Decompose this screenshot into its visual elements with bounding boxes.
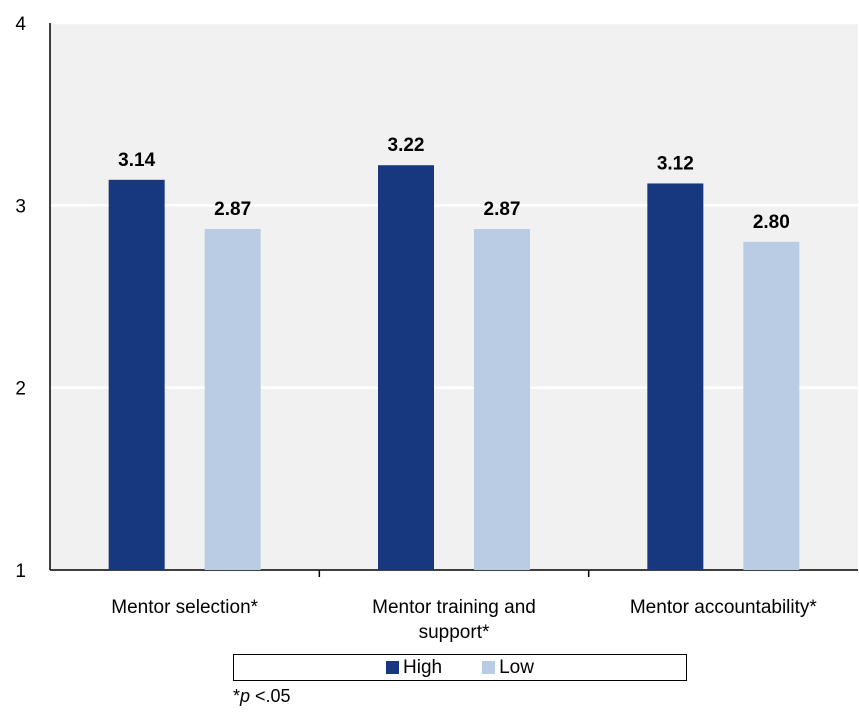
legend-item-high: High (386, 657, 442, 679)
y-tick-label: 3 (15, 196, 26, 217)
plot-area (50, 23, 858, 570)
data-label: 3.14 (118, 150, 155, 171)
bar-high (108, 179, 165, 570)
bar-high (647, 183, 704, 570)
category-label: Mentor accountability* (630, 597, 818, 618)
category-label: support* (419, 622, 490, 643)
legend-swatch-high (386, 661, 400, 674)
data-label: 3.12 (657, 153, 694, 174)
bar-high (378, 165, 434, 570)
footnote-star: * (233, 686, 241, 706)
data-label: 2.87 (214, 199, 251, 220)
chart-legend: High Low (233, 654, 687, 681)
legend-label-high: High (403, 656, 443, 678)
y-tick-label: 2 (15, 379, 26, 400)
category-label: Mentor selection* (111, 597, 258, 618)
data-label: 2.87 (484, 199, 521, 220)
footnote-p: p (240, 686, 251, 706)
footnote-rest: <.05 (250, 686, 291, 706)
y-tick-label: 1 (15, 561, 26, 582)
legend-label-low: Low (499, 656, 534, 678)
bar-low (743, 241, 800, 571)
bar-low (204, 229, 261, 570)
category-label: Mentor training and (372, 597, 536, 618)
legend-item-low: Low (482, 657, 534, 679)
data-label: 3.22 (388, 135, 425, 156)
y-tick-label: 4 (15, 14, 26, 35)
data-label: 2.80 (753, 212, 790, 233)
legend-swatch-low (482, 661, 496, 674)
significance-footnote: *p <.05 (233, 686, 291, 707)
bar-low (474, 229, 530, 570)
